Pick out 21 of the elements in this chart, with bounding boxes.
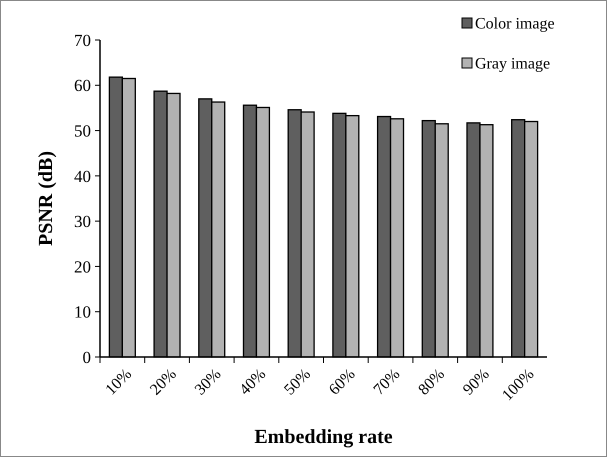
- legend-label: Gray image: [475, 56, 550, 73]
- y-tick-label: 30: [74, 212, 91, 232]
- x-tick-label: 20%: [147, 366, 180, 399]
- legend-label: Color image: [475, 16, 555, 33]
- y-tick-label: 60: [74, 76, 91, 96]
- y-tick-label: 0: [82, 348, 91, 367]
- y-axis-title: PSNR (dB): [35, 150, 57, 246]
- x-tick-label: 50%: [281, 366, 314, 399]
- y-tick-label: 20: [74, 257, 91, 276]
- x-tick-label: 40%: [236, 366, 270, 399]
- x-axis-title: Embedding rate: [254, 426, 393, 448]
- x-tick-label: 70%: [370, 366, 404, 399]
- y-tick-label: 50: [74, 122, 91, 141]
- x-tick-label: 30%: [192, 366, 225, 399]
- x-tick-label: 90%: [460, 366, 493, 399]
- x-tick-label: 10%: [102, 366, 136, 399]
- y-tick-label: 10: [74, 302, 91, 322]
- y-tick-label: 70: [74, 30, 91, 50]
- x-tick-label: 60%: [326, 366, 359, 399]
- y-tick-label: 40: [74, 166, 91, 186]
- x-tick-label: 80%: [415, 366, 448, 399]
